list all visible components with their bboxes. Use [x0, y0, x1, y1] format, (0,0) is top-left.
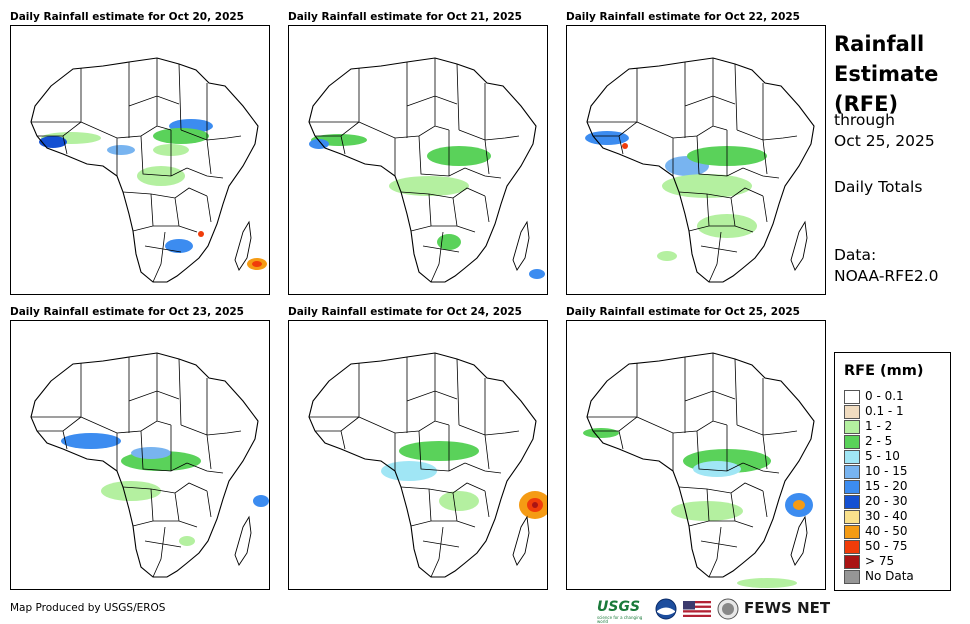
legend-swatch: [844, 555, 860, 569]
legend-label: 2 - 5: [865, 434, 893, 448]
legend-swatch: [844, 570, 860, 584]
legend-label: 20 - 30: [865, 494, 908, 508]
map-panel-oct-24: Daily Rainfall estimate for Oct 24, 2025: [288, 305, 550, 600]
legend-label: 50 - 75: [865, 539, 908, 553]
legend-label: > 75: [865, 554, 895, 568]
map-panel-oct-25: Daily Rainfall estimate for Oct 25, 2025: [566, 305, 828, 600]
legend-label: 1 - 2: [865, 419, 893, 433]
us-flag-icon: [683, 601, 711, 617]
legend-swatch: [844, 435, 860, 449]
legend-title: RFE (mm): [844, 363, 924, 379]
title-line-3: (RFE): [834, 92, 899, 116]
rainfall-map: [288, 25, 548, 295]
legend-swatch: [844, 450, 860, 464]
legend-swatch: [844, 420, 860, 434]
state-seal-icon: [717, 598, 739, 620]
rainfall-map: [10, 25, 270, 295]
rainfall-patches: [61, 433, 269, 546]
panel-title: Daily Rainfall estimate for Oct 21, 2025: [288, 11, 522, 23]
map-panel-oct-23: Daily Rainfall estimate for Oct 23, 2025: [10, 305, 272, 600]
title-line-2: Estimate: [834, 62, 939, 86]
usgs-tagline: science for a changing world: [597, 615, 643, 624]
data-source: NOAA-RFE2.0: [834, 267, 939, 285]
rainfall-map: [566, 320, 826, 590]
legend-swatch: [844, 465, 860, 479]
rainfall-patches: [309, 134, 545, 279]
noaa-logo-icon: [655, 598, 677, 620]
legend-swatch: [844, 495, 860, 509]
rainfall-patches: [381, 441, 547, 519]
legend-label: 40 - 50: [865, 524, 908, 538]
rainfall-map: [566, 25, 826, 295]
legend-swatch: [844, 510, 860, 524]
partner-logos: USGS science for a changing world FEWS N…: [597, 598, 831, 624]
rainfall-patches: [585, 131, 767, 261]
legend-label: 5 - 10: [865, 449, 900, 463]
fews-net-logo: FEWS NET: [744, 599, 831, 617]
legend-label: 10 - 15: [865, 464, 908, 478]
legend-swatch: [844, 480, 860, 494]
through-date: Oct 25, 2025: [834, 132, 935, 150]
rainfall-map: [288, 320, 548, 590]
legend-swatch: [844, 405, 860, 419]
daily-totals: Daily Totals: [834, 178, 923, 196]
map-panel-oct-22: Daily Rainfall estimate for Oct 22, 2025: [566, 10, 828, 305]
map-panel-oct-21: Daily Rainfall estimate for Oct 21, 2025: [288, 10, 550, 305]
usgs-wordmark: USGS: [597, 599, 641, 615]
panel-title: Daily Rainfall estimate for Oct 24, 2025: [288, 306, 522, 318]
map-panel-oct-20: Daily Rainfall estimate for Oct 20, 2025: [10, 10, 272, 305]
rainfall-patches: [39, 119, 267, 270]
usgs-logo: USGS science for a changing world: [597, 598, 649, 624]
rainfall-map: [10, 320, 270, 590]
legend-swatch: [844, 525, 860, 539]
panel-title: Daily Rainfall estimate for Oct 22, 2025: [566, 11, 800, 23]
legend-label: 0.1 - 1: [865, 404, 904, 418]
map-title: Rainfall Estimate (RFE): [834, 29, 964, 119]
title-line-1: Rainfall: [834, 32, 925, 56]
legend-label: 30 - 40: [865, 509, 908, 523]
legend-label: 15 - 20: [865, 479, 908, 493]
africa-borders: [308, 57, 537, 283]
map-credit: Map Produced by USGS/EROS: [10, 602, 166, 614]
legend-label: No Data: [865, 569, 914, 583]
data-label: Data:: [834, 246, 877, 264]
panel-title: Daily Rainfall estimate for Oct 23, 2025: [10, 306, 244, 318]
through-text: through: [834, 111, 895, 129]
panel-title: Daily Rainfall estimate for Oct 20, 2025: [10, 11, 244, 23]
legend-swatch: [844, 390, 860, 404]
panel-title: Daily Rainfall estimate for Oct 25, 2025: [566, 306, 800, 318]
legend-label: 0 - 0.1: [865, 389, 904, 403]
legend-swatch: [844, 540, 860, 554]
rfe-legend: RFE (mm) 0 - 0.1 0.1 - 1 1 - 2 2 - 5 5 -…: [834, 352, 951, 591]
